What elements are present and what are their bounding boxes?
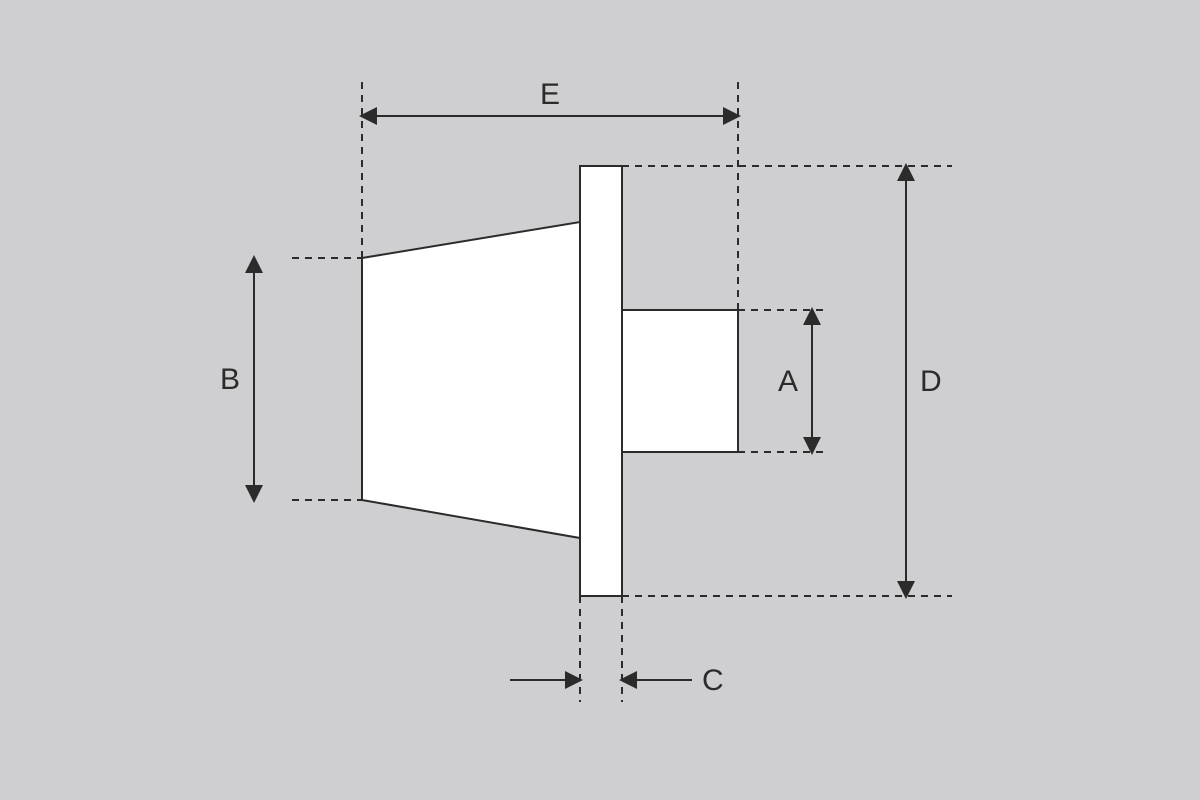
engineering-diagram: E B A D C bbox=[0, 0, 1200, 800]
label-A: A bbox=[778, 365, 798, 398]
diagram-canvas: E B A D C bbox=[0, 0, 1200, 800]
label-D: D bbox=[920, 365, 942, 398]
label-B: B bbox=[220, 363, 240, 396]
label-C: C bbox=[702, 664, 724, 697]
label-E: E bbox=[540, 78, 560, 111]
